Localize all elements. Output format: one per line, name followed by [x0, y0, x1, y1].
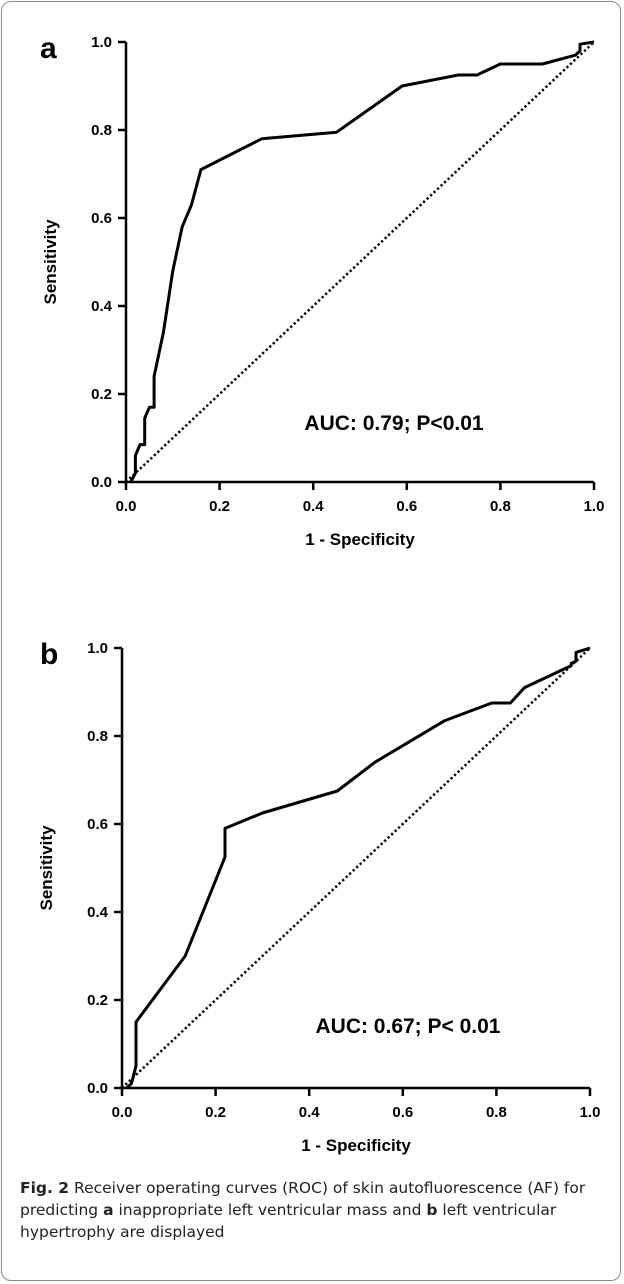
chart-b-x-tick-label: 0.4 — [299, 1104, 321, 1121]
chart-b-x-tick-label: 0.2 — [205, 1104, 226, 1121]
chart-b-reference-line — [121, 647, 591, 1089]
chart-a-y-tick-label: 1.0 — [91, 34, 112, 51]
chart-b-y-tick-label: 0.2 — [87, 992, 108, 1009]
chart-b-x-axis-title: 1 - Specificity — [301, 1136, 411, 1155]
figure-svg: a 0.0 0.2 0.4 0.6 0.8 1.0 0.0 0.2 0.4 0.6 0.8 1.0 1 -… — [37, 32, 605, 1155]
chart-a-roc-curve — [129, 40, 595, 483]
chart-b-y-tick-label: 0.0 — [87, 1080, 108, 1097]
chart-b-auc-annotation: AUC: 0.67; P< 0.01 — [315, 1015, 500, 1038]
chart-b-y-axis-title: Sensitivity — [37, 825, 56, 911]
chart-b-x-tick-label: 1.0 — [580, 1104, 601, 1121]
caption-text-3: left ventricular hypertrophy are display… — [20, 1201, 557, 1241]
figure-caption: Fig. 2 Receiver operating curves (ROC) o… — [20, 1177, 610, 1243]
caption-text-2: inappropriate left ventricular mass and — [113, 1201, 427, 1219]
chart-a-y-tick-label: 0.0 — [91, 474, 112, 491]
chart-a-x-axis-title: 1 - Specificity — [305, 530, 415, 549]
caption-panel-b: b — [426, 1201, 438, 1219]
chart-a-x-tick-label: 0.6 — [396, 498, 417, 515]
caption-text-1: Receiver operating curves (ROC) of skin … — [20, 1179, 586, 1219]
chart-b-roc-curve — [125, 646, 591, 1090]
chart-a-x-tick-label: 0.0 — [116, 498, 137, 515]
chart-a-y-tick-label: 0.2 — [91, 386, 112, 403]
chart-a-y-tick-label: 0.4 — [91, 298, 113, 315]
chart-b-x-tick-label: 0.6 — [392, 1104, 413, 1121]
chart-a-x-tick-label: 0.2 — [209, 498, 230, 515]
chart-b-y-tick-label: 0.6 — [87, 816, 108, 833]
chart-b-y-tick-label: 0.8 — [87, 728, 108, 745]
chart-b-y-tick-label: 1.0 — [87, 640, 108, 657]
chart-a-x-tick-label: 0.8 — [490, 498, 511, 515]
chart-b-x-tick-label: 0.8 — [486, 1104, 507, 1121]
caption-panel-a: a — [103, 1201, 114, 1219]
chart-a-y-axis-title: Sensitivity — [41, 219, 60, 305]
chart-a-x-tick-label: 1.0 — [584, 498, 605, 515]
chart-a-y-tick-label: 0.6 — [91, 210, 112, 227]
chart-b-panel-label: b — [40, 638, 58, 671]
chart-a-reference-line — [125, 41, 595, 483]
chart-a-x-tick-label: 0.4 — [303, 498, 325, 515]
chart-b-y-tick-label: 0.4 — [87, 904, 109, 921]
chart-a-y-tick-label: 0.8 — [91, 122, 112, 139]
chart-b-x-tick-label: 0.0 — [112, 1104, 133, 1121]
caption-fig-label: Fig. 2 — [20, 1179, 70, 1197]
chart-a-panel-label: a — [40, 32, 57, 65]
chart-a-auc-annotation: AUC: 0.79; P<0.01 — [304, 412, 483, 435]
